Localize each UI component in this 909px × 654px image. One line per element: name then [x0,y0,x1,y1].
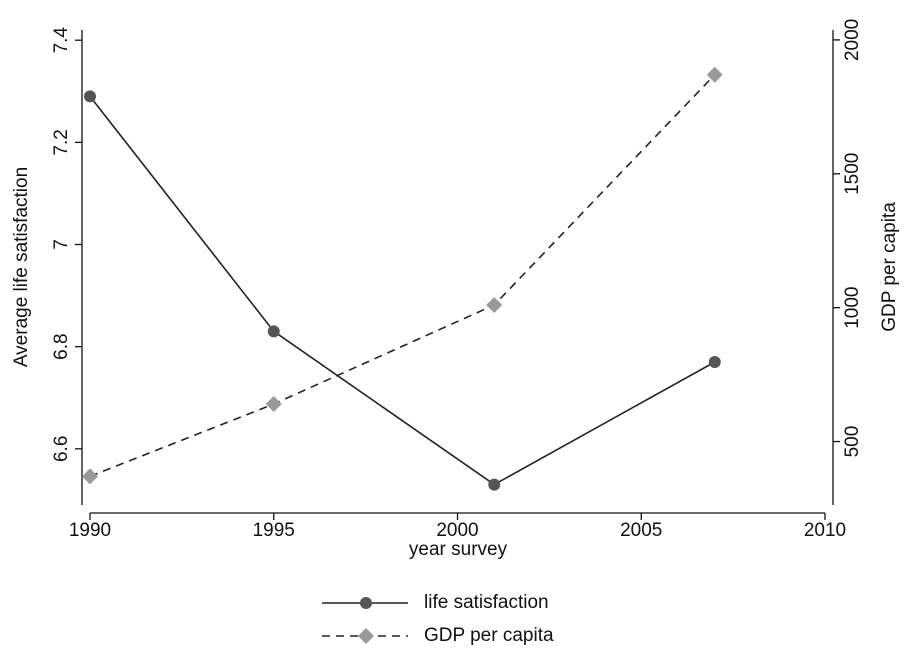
data-point [708,355,721,368]
series-line [89,95,716,486]
x-tick-label: 2010 [804,520,846,541]
x-axis-title: year survey [409,539,508,560]
series-line [89,74,716,478]
data-point [82,468,98,485]
data-point [84,90,96,103]
y-axis-title: Average life satisfaction [11,167,32,367]
y-tick-label: 6.8 [51,333,72,359]
y-tick-label: 6.6 [51,436,72,462]
legend-marker [360,597,372,609]
y2-tick-label: 500 [842,426,863,458]
x-tick-label: 1995 [253,520,295,541]
legend-marker [358,628,374,644]
y2-tick-label: 2000 [842,19,863,61]
legend-label: GDP per capita [424,625,554,646]
data-point [486,296,503,313]
x-tick-label: 1990 [69,520,111,541]
data-point [265,396,282,413]
y2-tick-label: 1000 [842,287,863,329]
data-point [706,66,723,83]
y2-axis-title: GDP per capita [879,202,900,332]
y2-tick-label: 1500 [842,153,863,195]
y-tick-label: 7.2 [51,129,72,155]
x-tick-label: 2000 [436,520,478,541]
y-tick-label: 7.4 [51,27,72,54]
y-tick-label: 7 [51,239,72,250]
legend-label: life satisfaction [424,592,549,613]
data-point [488,478,501,491]
data-point [267,325,280,338]
x-tick-label: 2005 [620,520,662,541]
